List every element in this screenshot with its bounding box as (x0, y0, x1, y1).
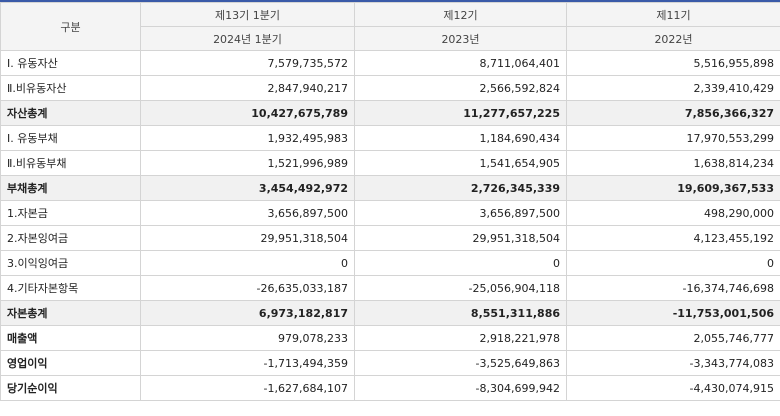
table-row: Ⅱ.비유동자산 2,847,940,217 2,566,592,824 2,339,4… (0, 75, 780, 101)
value-cell: 1,932,495,983 (140, 125, 355, 151)
value-cell: 2,055,746,777 (566, 325, 780, 351)
value-cell: -8,304,699,942 (354, 375, 567, 401)
value-cell: 3,656,897,500 (140, 200, 355, 226)
period-date-cell: 2023년 (354, 26, 567, 51)
value-cell: 7,579,735,572 (140, 50, 355, 76)
row-label: 자산총계 (0, 100, 141, 126)
financial-table: 구분 제13기 1분기 제12기 제11기 2024년 1분기 2023년 20… (0, 2, 780, 401)
row-label: Ⅱ.비유동부채 (0, 150, 141, 176)
row-label: Ⅰ. 유동부채 (0, 125, 141, 151)
table-body: Ⅰ. 유동자산 7,579,735,572 8,711,064,401 5,516,9… (0, 50, 780, 401)
value-cell: 29,951,318,504 (354, 225, 567, 251)
period-label-cell: 제12기 (354, 2, 567, 27)
value-cell: 0 (566, 250, 780, 276)
value-cell: 2,847,940,217 (140, 75, 355, 101)
value-cell: 6,973,182,817 (140, 300, 355, 326)
row-label: 당기순이익 (0, 375, 141, 401)
value-cell: -4,430,074,915 (566, 375, 780, 401)
value-cell: 2,566,592,824 (354, 75, 567, 101)
value-cell: 5,516,955,898 (566, 50, 780, 76)
value-cell: 10,427,675,789 (140, 100, 355, 126)
row-label: 3.이익잉여금 (0, 250, 141, 276)
row-label: Ⅰ. 유동자산 (0, 50, 141, 76)
value-cell: 1,541,654,905 (354, 150, 567, 176)
header-row-periods: 구분 제13기 1분기 제12기 제11기 (0, 2, 780, 51)
value-cell: -3,525,649,863 (354, 350, 567, 376)
table-row: 매출액 979,078,233 2,918,221,978 2,055,746,777 (0, 325, 780, 351)
value-cell: 17,970,553,299 (566, 125, 780, 151)
row-label: 매출액 (0, 325, 141, 351)
value-cell: 8,551,311,886 (354, 300, 567, 326)
value-cell: 2,339,410,429 (566, 75, 780, 101)
row-label: Ⅱ.비유동자산 (0, 75, 141, 101)
row-label: 자본총계 (0, 300, 141, 326)
table-row: 영업이익 -1,713,494,359 -3,525,649,863 -3,343,7… (0, 350, 780, 376)
value-cell: 979,078,233 (140, 325, 355, 351)
value-cell: 3,656,897,500 (354, 200, 567, 226)
table-row: 당기순이익 -1,627,684,107 -8,304,699,942 -4,430,… (0, 375, 780, 401)
value-cell: -1,627,684,107 (140, 375, 355, 401)
value-cell: 4,123,455,192 (566, 225, 780, 251)
table-row: 자산총계 10,427,675,789 11,277,657,225 7,856,36… (0, 100, 780, 126)
table-row: 3.이익잉여금 0 0 0 (0, 250, 780, 276)
value-cell: 11,277,657,225 (354, 100, 567, 126)
period-label-cell: 제11기 (566, 2, 780, 27)
value-cell: 1,638,814,234 (566, 150, 780, 176)
table-row: Ⅰ. 유동부채 1,932,495,983 1,184,690,434 17,970,… (0, 125, 780, 151)
row-label: 부채총계 (0, 175, 141, 201)
value-cell: 29,951,318,504 (140, 225, 355, 251)
value-cell: -3,343,774,083 (566, 350, 780, 376)
value-cell: 7,856,366,327 (566, 100, 780, 126)
row-label: 영업이익 (0, 350, 141, 376)
table-row: 2.자본잉여금 29,951,318,504 29,951,318,504 4,123… (0, 225, 780, 251)
value-cell: 1,184,690,434 (354, 125, 567, 151)
period-label-cell: 제13기 1분기 (140, 2, 355, 27)
period-date-cell: 2024년 1분기 (140, 26, 355, 51)
value-cell: -1,713,494,359 (140, 350, 355, 376)
period-date-cell: 2022년 (566, 26, 780, 51)
value-cell: -25,056,904,118 (354, 275, 567, 301)
value-cell: -16,374,746,698 (566, 275, 780, 301)
value-cell: 8,711,064,401 (354, 50, 567, 76)
value-cell: 1,521,996,989 (140, 150, 355, 176)
value-cell: 498,290,000 (566, 200, 780, 226)
table-row: Ⅰ. 유동자산 7,579,735,572 8,711,064,401 5,516,9… (0, 50, 780, 76)
table-row: 자본총계 6,973,182,817 8,551,311,886 -11,753,00… (0, 300, 780, 326)
value-cell: 3,454,492,972 (140, 175, 355, 201)
header-row-dates: 2024년 1분기 2023년 2022년 (1, 26, 780, 51)
value-cell: 19,609,367,533 (566, 175, 780, 201)
row-header-cell: 구분 (0, 2, 141, 51)
value-cell: 0 (354, 250, 567, 276)
value-cell: -11,753,001,506 (566, 300, 780, 326)
value-cell: 0 (140, 250, 355, 276)
table-row: 4.기타자본항목 -26,635,033,187 -25,056,904,118 -1… (0, 275, 780, 301)
row-label: 1.자본금 (0, 200, 141, 226)
value-cell: -26,635,033,187 (140, 275, 355, 301)
row-label: 2.자본잉여금 (0, 225, 141, 251)
value-cell: 2,918,221,978 (354, 325, 567, 351)
table-row: 부채총계 3,454,492,972 2,726,345,339 19,609,367… (0, 175, 780, 201)
value-cell: 2,726,345,339 (354, 175, 567, 201)
table-row: 1.자본금 3,656,897,500 3,656,897,500 498,290,0… (0, 200, 780, 226)
table-row: Ⅱ.비유동부채 1,521,996,989 1,541,654,905 1,638,8… (0, 150, 780, 176)
row-label: 4.기타자본항목 (0, 275, 141, 301)
